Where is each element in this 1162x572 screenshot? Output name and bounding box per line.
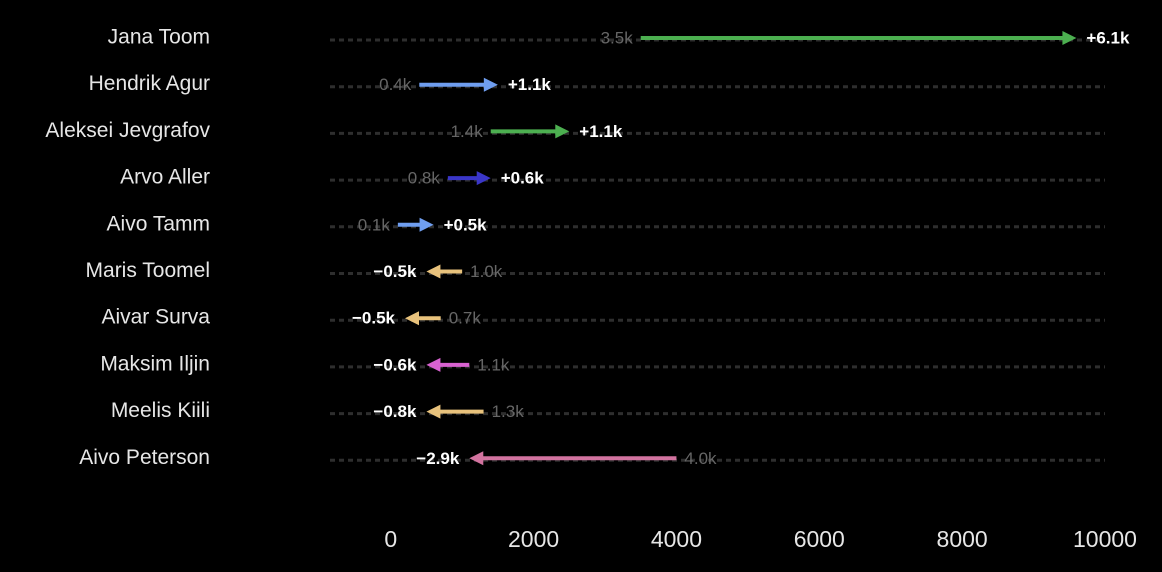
category-label: Aivar Surva — [101, 306, 210, 329]
x-tick-label: 10000 — [1073, 526, 1137, 552]
x-tick-label: 6000 — [794, 526, 845, 552]
change-label: −0.6k — [373, 355, 417, 374]
category-label: Aivo Tamm — [107, 212, 210, 235]
arrow — [490, 124, 570, 139]
start-label: 3.5k — [601, 28, 634, 47]
start-label: 0.7k — [449, 309, 482, 328]
x-tick-label: 4000 — [651, 526, 702, 552]
change-label: +1.1k — [508, 75, 552, 94]
start-label: 1.4k — [451, 122, 484, 141]
start-label: 1.1k — [477, 355, 510, 374]
change-label: +6.1k — [1086, 28, 1130, 47]
change-label: +0.6k — [501, 169, 545, 188]
category-label: Hendrik Agur — [89, 72, 210, 95]
category-label: Arvo Aller — [120, 166, 210, 189]
category-label: Maksim Iljin — [100, 352, 210, 375]
arrow — [469, 451, 677, 466]
arrow — [640, 31, 1077, 45]
category-label: Jana Toom — [108, 26, 210, 49]
arrow — [419, 77, 498, 92]
start-label: 1.3k — [492, 402, 525, 421]
x-tick-label: 0 — [384, 526, 397, 552]
start-label: 0.1k — [358, 215, 391, 234]
start-label: 4.0k — [684, 449, 717, 468]
change-label: +1.1k — [579, 122, 623, 141]
change-label: +0.5k — [444, 215, 488, 234]
arrow — [426, 404, 484, 419]
arrow — [397, 217, 434, 232]
arrow — [405, 311, 441, 326]
category-label: Maris Toomel — [86, 259, 210, 282]
change-label: −0.5k — [373, 262, 417, 281]
category-label: Meelis Kiili — [111, 399, 210, 422]
arrow — [426, 357, 470, 372]
start-label: 1.0k — [470, 262, 503, 281]
start-label: 0.8k — [408, 169, 441, 188]
x-tick-label: 2000 — [508, 526, 559, 552]
change-label: −0.5k — [352, 309, 396, 328]
change-label: −2.9k — [416, 449, 460, 468]
start-label: 0.4k — [379, 75, 412, 94]
category-label: Aivo Peterson — [79, 446, 210, 469]
arrow — [426, 264, 463, 279]
arrow — [447, 171, 491, 186]
x-tick-label: 8000 — [937, 526, 988, 552]
change-label: −0.8k — [373, 402, 417, 421]
category-label: Aleksei Jevgrafov — [45, 119, 210, 142]
